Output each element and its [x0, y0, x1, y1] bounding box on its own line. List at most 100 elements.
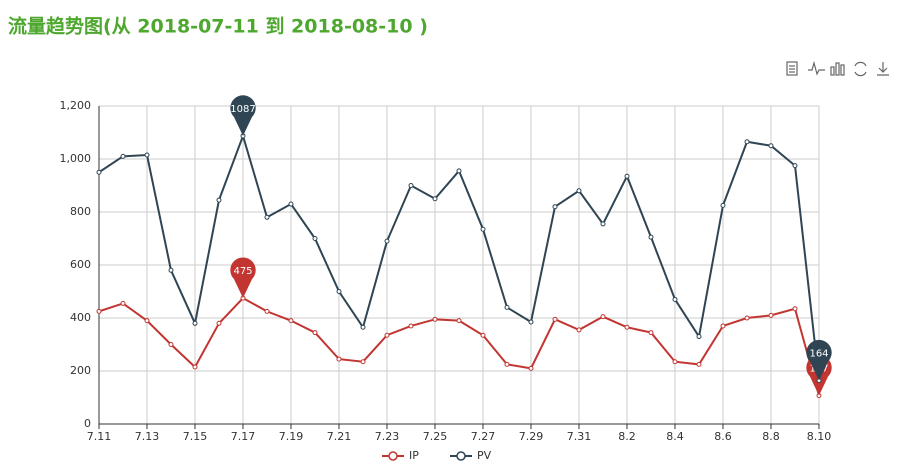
x-tick-label: 8.4 [666, 430, 684, 443]
point [744, 139, 750, 145]
y-tick-label: 400 [70, 311, 91, 324]
point [600, 221, 606, 227]
point [120, 153, 126, 159]
point [720, 202, 726, 208]
point [216, 197, 222, 203]
point [528, 319, 534, 325]
y-tick-label: 600 [70, 258, 91, 271]
y-tick-label: 800 [70, 205, 91, 218]
point [744, 315, 750, 321]
y-tick-label: 1,200 [60, 99, 92, 112]
point [480, 226, 486, 232]
point [768, 143, 774, 149]
point [384, 238, 390, 244]
point [432, 196, 438, 202]
point [624, 324, 630, 330]
point [456, 318, 462, 324]
y-tick-label: 200 [70, 364, 91, 377]
point [480, 332, 486, 338]
point [528, 365, 534, 371]
point [144, 318, 150, 324]
series-line [98, 296, 820, 396]
point [696, 334, 702, 340]
point [360, 324, 366, 330]
point [216, 320, 222, 326]
point [168, 342, 174, 347]
x-tick-label: 7.25 [423, 430, 448, 443]
x-tick-label: 8.2 [618, 430, 636, 443]
x-tick-label: 7.13 [135, 430, 160, 443]
mark-label: 475 [233, 266, 252, 277]
point [384, 332, 390, 338]
point [456, 168, 462, 174]
x-tick-label: 7.29 [519, 430, 544, 443]
point [408, 323, 414, 329]
point [192, 364, 198, 370]
mark-pin [230, 95, 256, 136]
point [120, 300, 126, 306]
point [552, 204, 558, 210]
point [432, 316, 438, 322]
x-tick-label: 7.17 [231, 430, 256, 443]
line-button[interactable] [808, 60, 825, 76]
point [720, 323, 726, 329]
bar-button[interactable] [830, 62, 845, 76]
point [288, 318, 294, 324]
point [600, 314, 606, 320]
point [144, 152, 150, 158]
point [768, 312, 774, 318]
point [696, 361, 702, 367]
x-tick-label: 7.15 [183, 430, 208, 443]
point [336, 289, 342, 294]
x-tick-label: 7.11 [87, 430, 112, 443]
point [504, 304, 510, 310]
x-tick-label: 8.8 [762, 430, 780, 443]
legend-symbol [388, 451, 398, 461]
x-tick-label: 7.21 [327, 430, 352, 443]
legend-item[interactable]: IP [382, 449, 419, 462]
mark-label: 1087 [230, 104, 255, 115]
point [360, 359, 366, 365]
point [312, 330, 318, 336]
mark-pin [230, 257, 256, 299]
point [96, 169, 102, 175]
point [312, 236, 318, 241]
point [192, 320, 198, 326]
point [792, 306, 798, 312]
point [792, 163, 798, 169]
point [168, 267, 174, 273]
point [576, 327, 582, 333]
legend-item[interactable]: PV [450, 449, 492, 462]
x-tick-label: 7.19 [279, 430, 304, 443]
point [288, 201, 294, 207]
point [672, 359, 678, 365]
point [408, 183, 414, 188]
chart-title: 流量趋势图(从 2018-07-11 到 2018-08-10 ) [8, 15, 428, 38]
legend-label: IP [409, 449, 419, 462]
x-tick-label: 8.6 [714, 430, 732, 443]
mark-pin [806, 339, 832, 381]
x-tick-label: 7.23 [375, 430, 400, 443]
x-tick-label: 7.31 [567, 430, 592, 443]
restore-button[interactable] [854, 61, 867, 77]
point [96, 308, 102, 314]
y-tick-label: 1,000 [60, 152, 92, 165]
point [336, 356, 342, 362]
data-view-button[interactable] [786, 61, 798, 76]
save-button[interactable] [877, 62, 889, 76]
point [648, 330, 654, 336]
point [672, 296, 678, 302]
point [648, 234, 654, 240]
x-tick-label: 8.10 [807, 430, 832, 443]
point [264, 308, 270, 314]
legend-label: PV [477, 449, 492, 462]
point [264, 214, 270, 220]
toolbox [786, 60, 889, 77]
point [624, 173, 630, 179]
point [552, 316, 558, 322]
y-tick-label: 0 [84, 417, 91, 430]
x-tick-label: 7.27 [471, 430, 496, 443]
point [504, 361, 510, 367]
legend-symbol [456, 451, 466, 461]
